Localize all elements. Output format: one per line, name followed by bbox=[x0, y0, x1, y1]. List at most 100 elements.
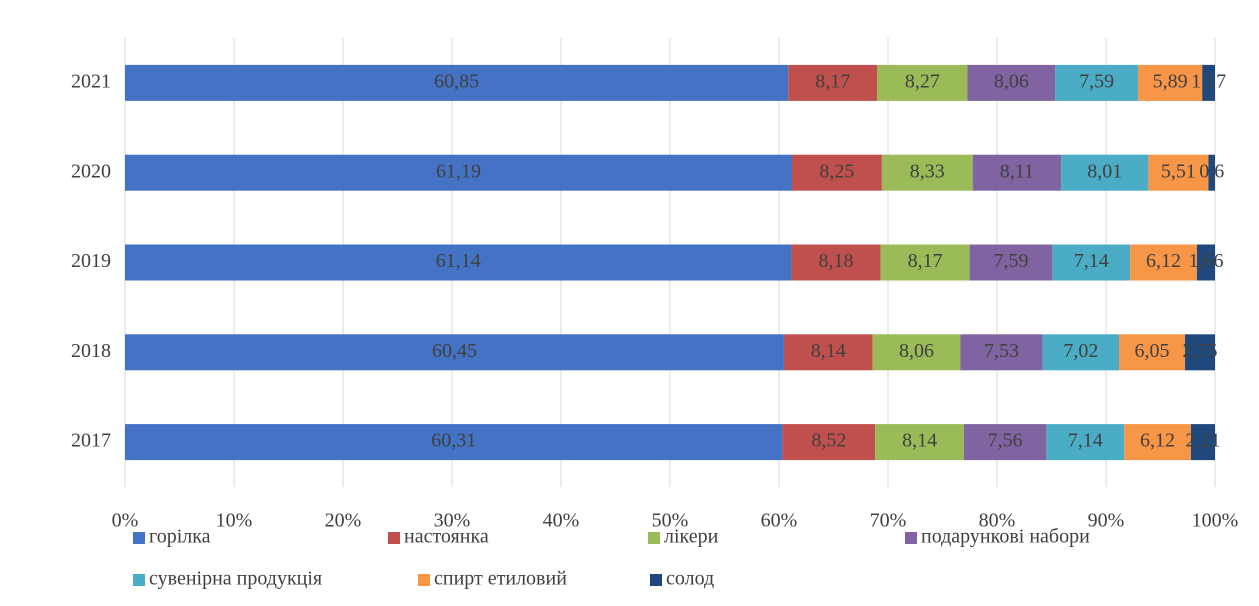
bar-segment bbox=[125, 64, 789, 101]
data-label: 61,19 bbox=[436, 160, 481, 182]
x-tick-label: 60% bbox=[761, 510, 798, 532]
bar-segment bbox=[1130, 244, 1197, 281]
data-label: 0,6 bbox=[1199, 160, 1224, 182]
bar-segment bbox=[969, 244, 1053, 281]
bar-segment bbox=[972, 154, 1062, 191]
bar-segment bbox=[1046, 424, 1125, 461]
legend-label: сувенірна продукція bbox=[149, 568, 322, 590]
x-tick-label: 10% bbox=[216, 510, 253, 532]
bar-segment bbox=[963, 424, 1047, 461]
data-label: 8,17 bbox=[815, 70, 850, 92]
data-label: 2,21 bbox=[1185, 430, 1220, 452]
data-label: 5,89 bbox=[1153, 70, 1188, 92]
data-label: 2,75 bbox=[1183, 340, 1218, 362]
bar-segment bbox=[1185, 334, 1215, 371]
bar-segment bbox=[877, 64, 968, 101]
x-tick-label: 0% bbox=[112, 510, 139, 532]
y-tick-label: 2017 bbox=[71, 430, 111, 452]
data-label: 8,18 bbox=[819, 250, 854, 272]
bar-segment bbox=[1148, 154, 1209, 191]
bar-segment bbox=[125, 154, 792, 191]
x-tick-label: 90% bbox=[1088, 510, 1125, 532]
x-tick-label: 40% bbox=[543, 510, 580, 532]
x-tick-label: 70% bbox=[870, 510, 907, 532]
bar-segment bbox=[782, 424, 876, 461]
bar-segment bbox=[788, 64, 878, 101]
data-label: 6,05 bbox=[1135, 340, 1170, 362]
y-tick-label: 2021 bbox=[71, 70, 111, 92]
legend-swatch bbox=[418, 574, 430, 586]
x-tick-label: 30% bbox=[434, 510, 471, 532]
bar-segment bbox=[783, 334, 873, 371]
data-label: 7,59 bbox=[1079, 70, 1114, 92]
bar-segment bbox=[1208, 154, 1215, 191]
legend-swatch bbox=[133, 532, 145, 544]
data-label: 5,51 bbox=[1161, 160, 1196, 182]
bar-segment bbox=[791, 154, 882, 191]
y-tick-label: 2020 bbox=[71, 160, 111, 182]
bar-segment bbox=[125, 244, 792, 281]
bar-segment bbox=[1124, 424, 1191, 461]
legend-swatch bbox=[133, 574, 145, 586]
legend-label: настоянка bbox=[404, 526, 489, 548]
bar-segment bbox=[875, 424, 964, 461]
data-label: 61,14 bbox=[436, 250, 481, 272]
bar-segment bbox=[1052, 244, 1131, 281]
data-label: 1,17 bbox=[1191, 70, 1226, 92]
bar-segment bbox=[1061, 154, 1149, 191]
legend-label: подарункові набори bbox=[921, 526, 1090, 548]
data-label: 60,85 bbox=[434, 70, 479, 92]
legend-swatch bbox=[648, 532, 660, 544]
data-label: 8,14 bbox=[811, 340, 846, 362]
data-label: 7,59 bbox=[994, 250, 1029, 272]
data-label: 6,12 bbox=[1146, 250, 1181, 272]
bar-segment bbox=[872, 334, 961, 371]
data-label: 6,12 bbox=[1140, 430, 1175, 452]
bar-segment bbox=[1042, 334, 1120, 371]
data-label: 7,02 bbox=[1063, 340, 1098, 362]
bar-segment bbox=[1202, 64, 1215, 101]
bar-segment bbox=[967, 64, 1056, 101]
data-label: 7,14 bbox=[1074, 250, 1109, 272]
legend-swatch bbox=[905, 532, 917, 544]
data-label: 1,66 bbox=[1188, 250, 1223, 272]
data-label: 8,27 bbox=[905, 70, 940, 92]
bar-segment bbox=[125, 424, 783, 461]
data-label: 8,14 bbox=[902, 430, 937, 452]
x-tick-label: 80% bbox=[979, 510, 1016, 532]
legend-label: горілка bbox=[149, 526, 211, 548]
bar-segment bbox=[881, 154, 973, 191]
bar-segment bbox=[1055, 64, 1139, 101]
bar-segment bbox=[125, 334, 784, 371]
data-label: 8,01 bbox=[1087, 160, 1122, 182]
data-label: 7,14 bbox=[1068, 430, 1103, 452]
data-label: 8,52 bbox=[811, 430, 846, 452]
bar-segment bbox=[960, 334, 1043, 371]
x-tick-label: 50% bbox=[652, 510, 689, 532]
data-label: 60,31 bbox=[431, 430, 476, 452]
legend-label: спирт етиловий bbox=[434, 568, 567, 590]
data-label: 8,06 bbox=[994, 70, 1029, 92]
legend-swatch bbox=[650, 574, 662, 586]
bar-segment bbox=[1196, 244, 1215, 281]
data-label: 8,25 bbox=[819, 160, 854, 182]
data-label: 8,17 bbox=[908, 250, 943, 272]
y-tick-label: 2019 bbox=[71, 250, 111, 272]
bar-segment bbox=[1190, 424, 1215, 461]
data-label: 60,45 bbox=[432, 340, 477, 362]
data-label: 8,11 bbox=[1000, 160, 1034, 182]
legend-label: лікери bbox=[664, 526, 719, 548]
bar-segment bbox=[1138, 64, 1203, 101]
data-label: 7,53 bbox=[984, 340, 1019, 362]
data-label: 8,06 bbox=[899, 340, 934, 362]
x-tick-label: 20% bbox=[325, 510, 362, 532]
legend-swatch bbox=[388, 532, 400, 544]
x-tick-label: 100% bbox=[1192, 510, 1239, 532]
bar-segment bbox=[791, 244, 881, 281]
data-label: 7,56 bbox=[988, 430, 1023, 452]
y-tick-label: 2018 bbox=[71, 340, 111, 362]
data-label: 8,33 bbox=[910, 160, 945, 182]
bar-segment bbox=[880, 244, 970, 281]
